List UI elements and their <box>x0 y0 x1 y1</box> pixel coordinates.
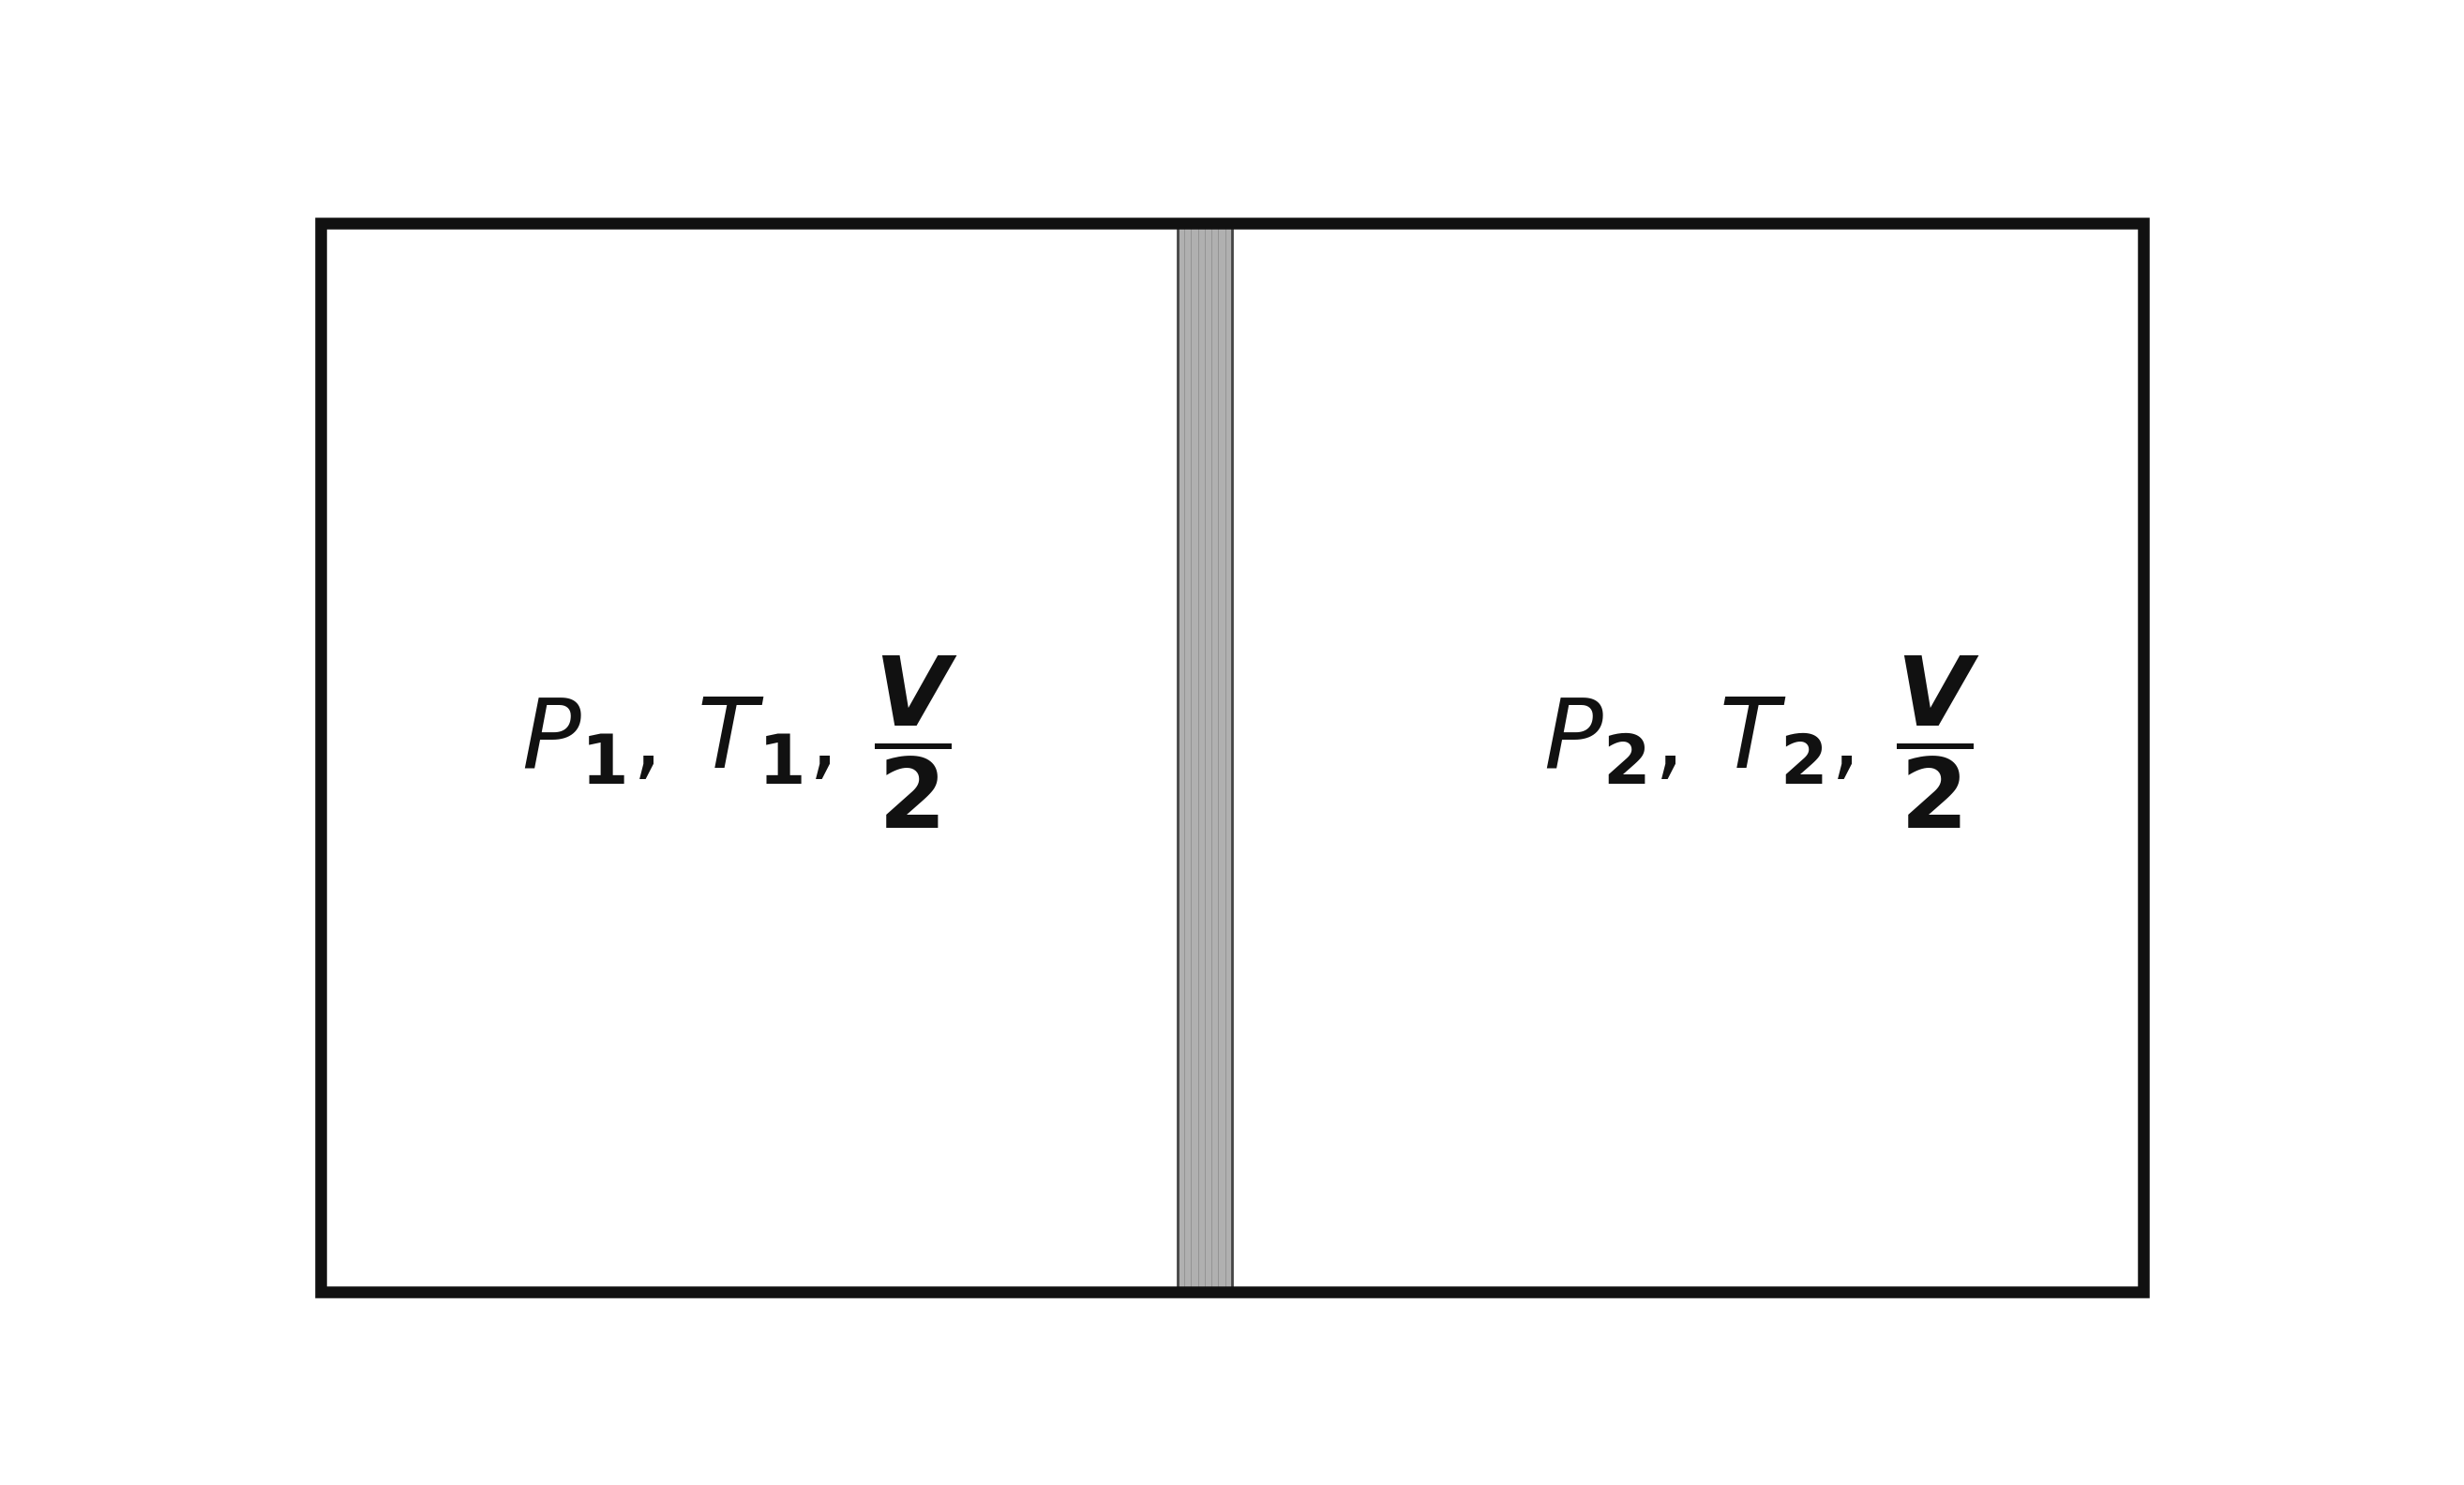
Text: $\boldsymbol{\mathit{P}}_{\boldsymbol{2}},\, \boldsymbol{\mathit{T}}_{\boldsymbo: $\boldsymbol{\mathit{P}}_{\boldsymbol{2}… <box>1542 653 1981 832</box>
Bar <box>1232 223 2144 1292</box>
Bar <box>320 223 2144 1292</box>
Text: $\boldsymbol{\mathit{P}}_{\boldsymbol{1}},\, \boldsymbol{\mathit{T}}_{\boldsymbo: $\boldsymbol{\mathit{P}}_{\boldsymbol{1}… <box>520 653 958 832</box>
Bar <box>1178 223 1232 1292</box>
Bar <box>320 223 1178 1292</box>
